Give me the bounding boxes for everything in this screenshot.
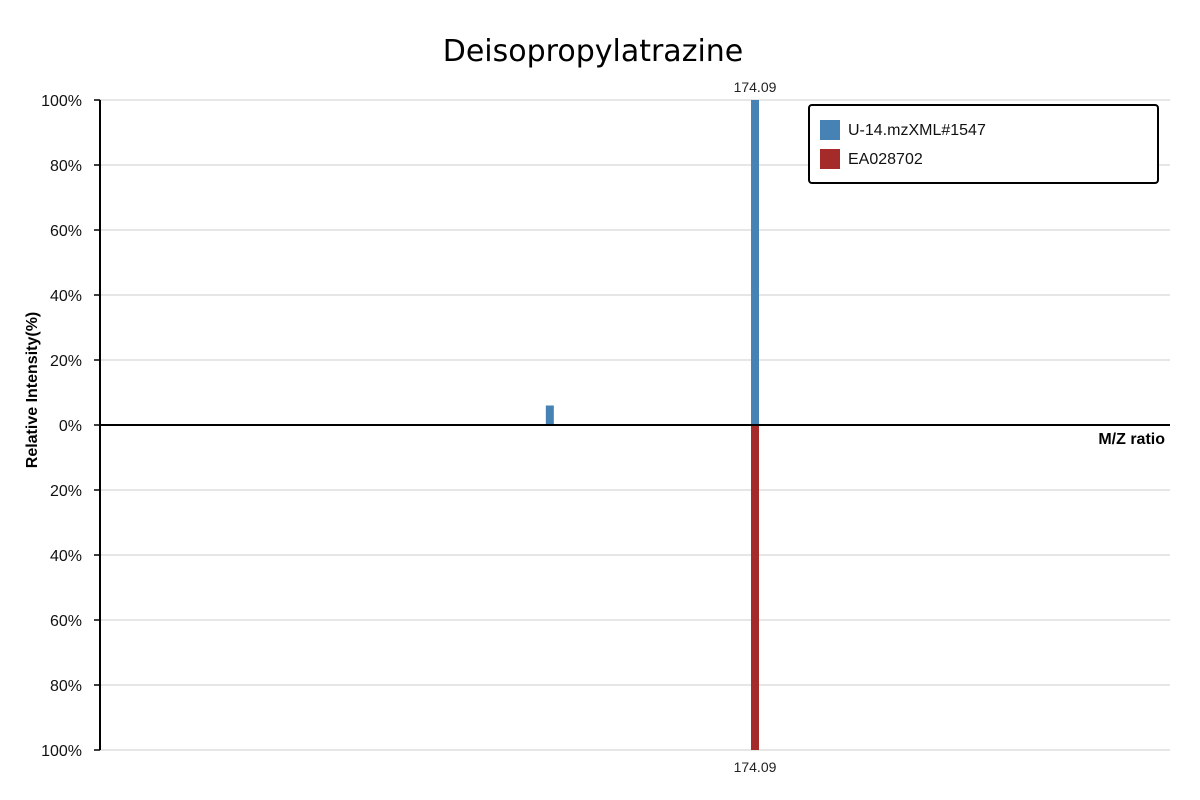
legend-swatch-sample <box>820 120 840 140</box>
y-axis-ticks: 100% 80% 60% 40% 20% 0% 20% 40% 60% 80% 100% <box>41 93 100 760</box>
grid-lines <box>100 99 1170 751</box>
legend-label-sample: U-14.mzXML#1547 <box>848 122 986 139</box>
y-tick-label: 0% <box>59 418 82 435</box>
legend-box <box>808 104 1159 184</box>
data-labels: 174.09 174.09 <box>734 79 777 775</box>
y-tick-label: 60% <box>50 223 82 240</box>
peak-label: 174.09 <box>734 759 777 775</box>
legend-swatch-reference <box>820 149 840 169</box>
y-axis-title: Relative Intensity(%) <box>24 312 41 468</box>
legend: U-14.mzXML#1547 EA028702 <box>808 104 1159 184</box>
peak-bar-sample <box>751 100 759 425</box>
y-tick-label: 40% <box>50 288 82 305</box>
y-tick-label: 60% <box>50 613 82 630</box>
y-tick-label: 100% <box>41 743 82 760</box>
y-tick-label: 80% <box>50 678 82 695</box>
y-tick-label: 80% <box>50 158 82 175</box>
y-tick-label: 40% <box>50 548 82 565</box>
bars <box>545 100 759 750</box>
legend-label-reference: EA028702 <box>848 151 923 168</box>
y-tick-label: 20% <box>50 353 82 370</box>
peak-label: 174.09 <box>734 79 777 95</box>
x-axis-title: M/Z ratio <box>1098 431 1165 448</box>
y-tick-label: 100% <box>41 93 82 110</box>
y-tick-label: 20% <box>50 483 82 500</box>
chart-title: Deisopropylatrazine <box>443 34 744 69</box>
peak-bar-reference <box>751 425 759 750</box>
peak-bar-sample <box>545 405 554 425</box>
